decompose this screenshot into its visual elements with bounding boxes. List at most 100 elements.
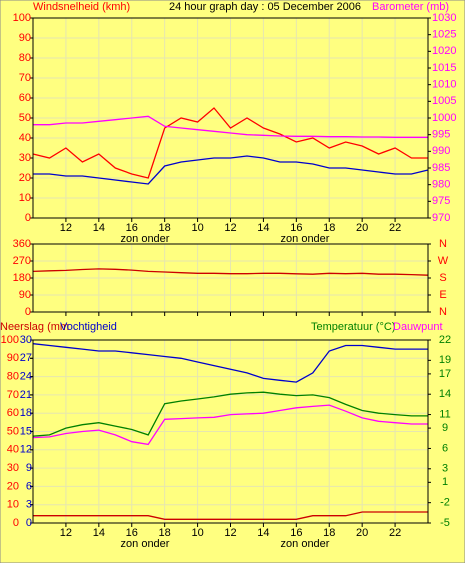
y-tick-label: 0 <box>25 212 31 224</box>
y3-tick-label: 24 <box>20 371 32 383</box>
plot-border <box>32 339 429 524</box>
x-tick-label: 10 <box>191 527 203 539</box>
series-line <box>32 391 428 437</box>
y-tick-label: 20 <box>7 480 19 492</box>
y2-tick-label: 1030 <box>432 12 456 24</box>
y2-tick-label: N <box>439 238 447 250</box>
y-tick-label: 60 <box>7 407 19 419</box>
y3-tick-label: 0 <box>26 517 32 529</box>
x-tick-label: 12 <box>224 527 236 539</box>
plot-border <box>32 243 429 313</box>
y-tick-label: 90 <box>19 289 31 301</box>
legend-entry: Vochtigheid <box>60 321 117 333</box>
y-tick-label: 30 <box>7 462 19 474</box>
plot-border <box>32 17 429 219</box>
x-tick-label: 18 <box>323 527 335 539</box>
x-tick-label: 20 <box>356 222 368 234</box>
y2-tick-label: 1025 <box>432 29 456 41</box>
y-tick-label: 70 <box>7 389 19 401</box>
y-tick-label: 10 <box>19 192 31 204</box>
y2-tick-label: 6 <box>442 442 448 454</box>
y-tick-label: 90 <box>19 32 31 44</box>
y-tick-label: 20 <box>19 172 31 184</box>
y-tick-label: 100 <box>1 334 19 346</box>
legend-entry: Dauwpunt <box>393 321 443 333</box>
annotation: zon onder <box>281 233 330 245</box>
y2-axis-label: Barometer (mb) <box>372 1 449 13</box>
y2-tick-label: 1010 <box>432 79 456 91</box>
y2-tick-label: 1005 <box>432 95 456 107</box>
y-tick-label: 100 <box>13 12 31 24</box>
y2-tick-label: 1015 <box>432 62 456 74</box>
y-tick-label: 180 <box>13 272 31 284</box>
x-tick-label: 12 <box>60 527 72 539</box>
series-line <box>32 343 428 383</box>
y2-tick-label: 1020 <box>432 45 456 57</box>
y2-tick-label: N <box>439 306 447 318</box>
y3-tick-label: 9 <box>26 462 32 474</box>
y-tick-label: 50 <box>7 425 19 437</box>
y2-tick-label: 14 <box>439 388 451 400</box>
x-tick-label: 18 <box>159 527 171 539</box>
y-tick-label: 40 <box>19 132 31 144</box>
y-tick-label: 70 <box>19 72 31 84</box>
series-line <box>32 404 428 446</box>
y2-tick-label: 22 <box>439 334 451 346</box>
y3-tick-label: 3 <box>26 499 32 511</box>
y2-tick-label: 985 <box>432 162 450 174</box>
y2-tick-label: 11 <box>439 408 450 420</box>
y-tick-label: 40 <box>7 444 19 456</box>
x-tick-label: 14 <box>257 527 269 539</box>
y-tick-label: 0 <box>25 306 31 318</box>
legend-entry: Temperatuur (°C) <box>311 321 395 333</box>
y2-tick-label: 980 <box>432 179 450 191</box>
y3-tick-label: 30 <box>20 334 32 346</box>
y2-tick-label: W <box>438 255 449 267</box>
x-tick-label: 14 <box>93 222 105 234</box>
y2-tick-label: 1000 <box>432 112 456 124</box>
x-tick-label: 16 <box>126 222 138 234</box>
y2-tick-label: 970 <box>432 212 450 224</box>
x-tick-label: 12 <box>60 222 72 234</box>
x-tick-label: 16 <box>290 527 302 539</box>
chart-title: 24 hour graph day : 05 December 2006 <box>169 1 361 13</box>
y2-tick-label: E <box>439 289 446 301</box>
y-tick-label: 30 <box>19 152 31 164</box>
series-line <box>32 268 429 276</box>
x-tick-label: 18 <box>323 222 335 234</box>
y2-tick-label: -5 <box>440 517 450 529</box>
y2-tick-label: 975 <box>432 195 450 207</box>
y-tick-label: 50 <box>19 112 31 124</box>
x-tick-label: 14 <box>93 527 105 539</box>
annotation: zon onder <box>121 538 170 550</box>
y-tick-label: 0 <box>13 517 19 529</box>
y-axis-label: Windsnelheid (kmh) <box>33 1 130 13</box>
series-line <box>33 155 429 185</box>
y3-tick-label: 21 <box>20 389 32 401</box>
y-tick-label: 80 <box>19 52 31 64</box>
y-tick-label: 80 <box>7 371 19 383</box>
y2-tick-label: 1 <box>442 476 448 488</box>
annotation: zon onder <box>121 233 170 245</box>
x-tick-label: 10 <box>191 222 203 234</box>
y2-tick-label: 3 <box>442 463 448 475</box>
y-tick-label: 10 <box>7 499 19 511</box>
legend-entry: Neerslag (mm <box>0 321 69 333</box>
y-tick-label: 90 <box>7 352 19 364</box>
x-tick-label: 18 <box>159 222 171 234</box>
x-tick-label: 22 <box>389 222 401 234</box>
y2-tick-label: 990 <box>432 145 450 157</box>
y2-tick-label: 9 <box>442 422 448 434</box>
y2-tick-label: S <box>439 272 446 284</box>
y2-tick-label: -2 <box>440 497 450 509</box>
series-line <box>32 107 428 179</box>
x-tick-label: 14 <box>257 222 269 234</box>
x-tick-label: 12 <box>224 222 236 234</box>
y-tick-label: 360 <box>13 238 31 250</box>
y3-tick-label: 27 <box>20 352 32 364</box>
y-tick-label: 60 <box>19 92 31 104</box>
y3-tick-label: 15 <box>20 425 32 437</box>
series-line <box>33 511 428 520</box>
y3-tick-label: 18 <box>20 407 32 419</box>
y2-tick-label: 19 <box>439 354 451 366</box>
